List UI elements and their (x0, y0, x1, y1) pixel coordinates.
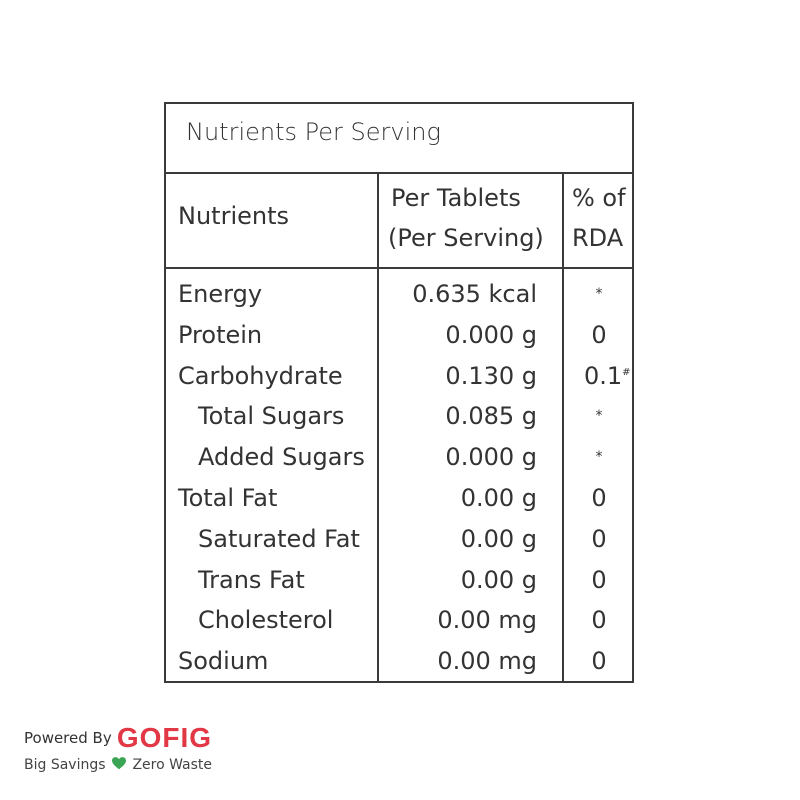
header-per-tablet-line2: (Per Serving) (388, 224, 544, 252)
nutrient-rda: 0 (584, 600, 614, 641)
column-divider-1 (377, 172, 379, 681)
brand-logo: GOFIG (116, 722, 213, 753)
rda-value: * (595, 408, 603, 425)
rda-value: * (595, 449, 603, 466)
nutrient-rda: 0.1# (584, 356, 631, 397)
nutrient-name: Total Sugars (198, 402, 345, 431)
table-title: Nutrients Per Serving (186, 118, 441, 146)
nutrient-value: 0.085 g (445, 402, 537, 431)
rda-value: 0 (591, 524, 607, 553)
rda-value: 0 (591, 320, 607, 349)
nutrient-name: Energy (178, 280, 263, 308)
rda-value: * (595, 286, 603, 302)
nutrient-rda: 0 (584, 519, 614, 560)
header-rda-line1: % of (572, 184, 626, 212)
rda-value: 0 (591, 484, 607, 512)
nutrient-name: Protein (178, 320, 263, 349)
nutrient-value: 0.000 g (445, 443, 537, 472)
tagline: Big Savings Zero Waste (24, 757, 212, 773)
powered-by-text: Powered By (24, 729, 112, 747)
rda-value: 0.1 (584, 361, 623, 390)
tagline-left: Big Savings (24, 757, 106, 773)
nutrient-value: 0.635 kcal (412, 280, 537, 308)
nutrient-value: 0.00 g (460, 565, 537, 594)
footer-brand: Powered By GOFIG (24, 722, 212, 754)
nutrient-value: 0.00 mg (437, 606, 537, 635)
nutrient-value: 0.00 g (460, 484, 537, 512)
rda-value: 0 (591, 647, 607, 676)
nutrient-name: Added Sugars (198, 443, 365, 472)
header-divider (166, 267, 632, 269)
rda-footnote-mark: # (622, 366, 631, 378)
header-nutrients: Nutrients (178, 202, 289, 230)
nutrient-name: Trans Fat (198, 565, 305, 594)
nutrient-name: Saturated Fat (198, 524, 360, 553)
nutrient-rda: 0 (584, 641, 614, 682)
green-heart-icon (111, 757, 126, 770)
nutrient-value: 0.00 mg (437, 647, 537, 676)
header-rda-line2: RDA (572, 224, 624, 252)
nutrient-name: Cholesterol (198, 606, 334, 635)
nutrient-name: Sodium (178, 647, 269, 676)
nutrient-value: 0.00 g (460, 524, 537, 553)
nutrient-rda: 0 (584, 560, 614, 601)
nutrient-value: 0.130 g (445, 361, 537, 390)
nutrient-value: 0.000 g (445, 320, 537, 349)
nutrient-rda: * (584, 396, 614, 437)
nutrient-name: Total Fat (178, 484, 278, 512)
rda-value: 0 (591, 606, 607, 635)
table-title-row: Nutrients Per Serving (166, 104, 632, 174)
nutrient-rda: * (584, 437, 614, 478)
rda-value: 0 (591, 565, 607, 594)
nutrient-name: Carbohydrate (178, 361, 343, 390)
nutrition-table: Nutrients Per Serving Nutrients Per Tabl… (164, 102, 634, 683)
nutrient-rda: * (584, 274, 614, 315)
nutrient-rda: 0 (584, 315, 614, 356)
header-per-tablet-line1: Per Tablets (391, 184, 521, 212)
nutrient-rda: 0 (584, 478, 614, 519)
tagline-right: Zero Waste (132, 757, 213, 773)
column-divider-2 (562, 172, 564, 681)
